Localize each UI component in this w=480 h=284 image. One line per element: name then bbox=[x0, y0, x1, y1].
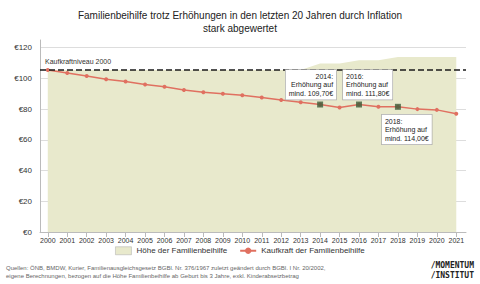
svg-text:2015: 2015 bbox=[332, 237, 348, 244]
svg-text:2009: 2009 bbox=[215, 237, 231, 244]
svg-text:Familienbeihilfe trotz Erhöhun: Familienbeihilfe trotz Erhöhungen in den… bbox=[78, 10, 402, 21]
svg-text:2014:: 2014: bbox=[316, 73, 334, 80]
svg-text:€100: €100 bbox=[14, 74, 32, 83]
svg-text:2016:: 2016: bbox=[346, 73, 364, 80]
svg-text:2005: 2005 bbox=[137, 237, 153, 244]
svg-text:/MOMENTUM: /MOMENTUM bbox=[431, 261, 475, 270]
svg-text:2004: 2004 bbox=[118, 237, 134, 244]
svg-text:2021: 2021 bbox=[448, 237, 464, 244]
svg-text:2013: 2013 bbox=[293, 237, 309, 244]
svg-text:2010: 2010 bbox=[235, 237, 251, 244]
svg-text:€60: €60 bbox=[19, 135, 33, 144]
svg-text:Erhöhung auf: Erhöhung auf bbox=[291, 81, 333, 89]
svg-text:2016: 2016 bbox=[351, 237, 367, 244]
svg-text:Höhe der Familienbeihilfe: Höhe der Familienbeihilfe bbox=[136, 246, 227, 255]
svg-text:2008: 2008 bbox=[196, 237, 212, 244]
svg-text:2000: 2000 bbox=[40, 237, 56, 244]
svg-text:2006: 2006 bbox=[157, 237, 173, 244]
svg-text:2001: 2001 bbox=[59, 237, 75, 244]
svg-text:Quellen: ÖNB, BMDW, Kurier, Fa: Quellen: ÖNB, BMDW, Kurier, Familienausg… bbox=[6, 265, 326, 271]
svg-text:€80: €80 bbox=[19, 105, 33, 114]
svg-text:2019: 2019 bbox=[410, 237, 426, 244]
svg-text:2014: 2014 bbox=[312, 237, 328, 244]
svg-text:€40: €40 bbox=[19, 166, 33, 175]
svg-text:mind. 111,80€: mind. 111,80€ bbox=[346, 90, 389, 97]
svg-text:Kaufkraftniveau 2000: Kaufkraftniveau 2000 bbox=[45, 58, 111, 65]
svg-text:2020: 2020 bbox=[429, 237, 445, 244]
svg-text:€0: €0 bbox=[23, 228, 32, 237]
svg-text:2011: 2011 bbox=[254, 237, 269, 244]
svg-text:stark abgewertet: stark abgewertet bbox=[203, 23, 277, 34]
svg-text:2003: 2003 bbox=[98, 237, 114, 244]
svg-text:2018:: 2018: bbox=[385, 118, 403, 125]
svg-text:mind. 109,70€: mind. 109,70€ bbox=[289, 90, 333, 97]
svg-text:/INSTITUT: /INSTITUT bbox=[431, 271, 475, 280]
svg-text:€120: €120 bbox=[14, 43, 32, 52]
svg-text:2007: 2007 bbox=[176, 237, 192, 244]
svg-text:2002: 2002 bbox=[79, 237, 95, 244]
svg-text:Kaufkraft der Familienbeihilfe: Kaufkraft der Familienbeihilfe bbox=[261, 246, 365, 255]
svg-text:2012: 2012 bbox=[273, 237, 289, 244]
svg-text:eigene Berechnungen, bezogen a: eigene Berechnungen, bezogen auf die Höh… bbox=[6, 273, 299, 279]
svg-text:€20: €20 bbox=[19, 197, 33, 206]
svg-text:2017: 2017 bbox=[371, 237, 387, 244]
svg-text:mind. 114,00€: mind. 114,00€ bbox=[385, 135, 429, 142]
svg-text:2018: 2018 bbox=[390, 237, 406, 244]
svg-text:Erhöhung auf: Erhöhung auf bbox=[346, 81, 388, 89]
svg-text:Erhöhung auf: Erhöhung auf bbox=[385, 126, 427, 134]
